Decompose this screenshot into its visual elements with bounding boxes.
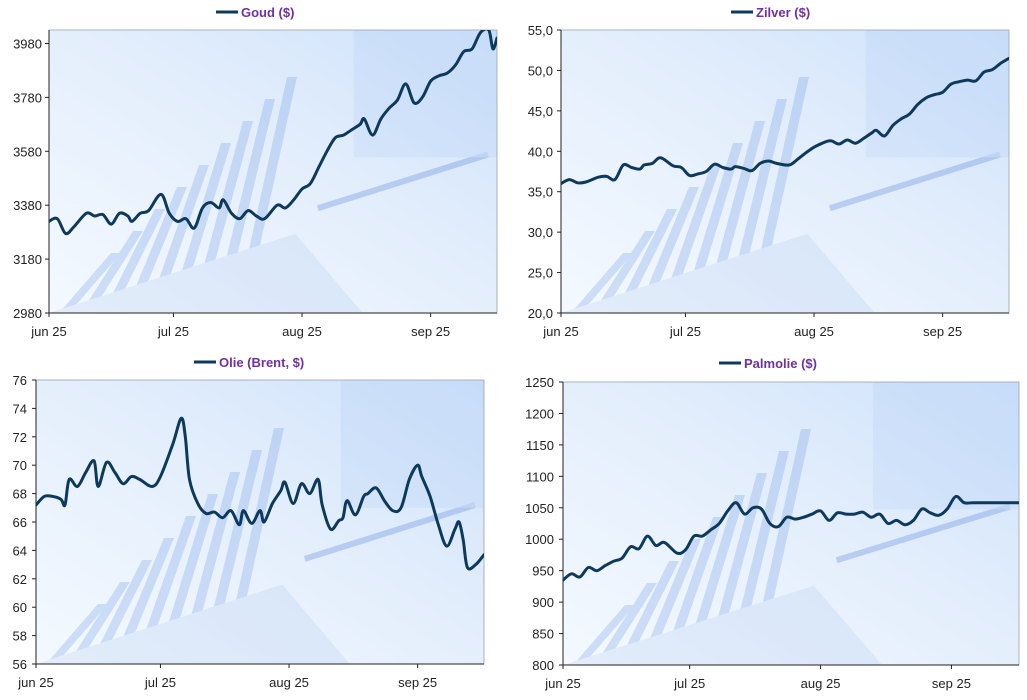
y-tick-label: 1100 [526, 469, 554, 484]
x-tick-label: jul 25 [669, 324, 701, 339]
x-tick-label: jul 25 [157, 324, 189, 339]
gold-chart-panel: 2980 3180 3380 3580 3780 3980 jun 25 jul 25 aug … [0, 0, 513, 347]
y-tick-label: 3780 [13, 90, 42, 105]
series-line [49, 30, 497, 236]
y-tick-label: 35,0 [528, 185, 553, 200]
chart-legend-label: Zilver ($) [756, 5, 810, 20]
y-tick-label: 1200 [525, 406, 554, 421]
y-tick-label: 950 [532, 564, 554, 579]
y-tick-label: 40,0 [528, 144, 553, 159]
y-tick-label: 76 [13, 373, 27, 388]
chart-legend: Palmolie ($) [719, 356, 817, 371]
chart-background [563, 382, 1019, 665]
x-tick-label: jun 25 [30, 324, 66, 339]
y-tick-label: 66 [13, 515, 27, 530]
x-tick-label: aug 25 [801, 676, 841, 691]
y-tick-label: 25,0 [528, 266, 553, 281]
x-tick-label: jun 25 [542, 324, 578, 339]
chart-background [49, 30, 497, 313]
y-tick-label: 50,0 [528, 63, 553, 78]
x-tick-label: sep 25 [932, 676, 971, 691]
y-tick-label: 55,0 [528, 23, 553, 38]
y-tick-label: 850 [532, 627, 554, 642]
x-tick-label: sep 25 [411, 324, 450, 339]
y-tick-label: 74 [13, 401, 27, 416]
x-tick-label: aug 25 [794, 324, 834, 339]
oil-chart-panel: 56 58 60 62 64 66 68 70 72 74 76 jun 25 jul 25 aug 25… [0, 347, 513, 695]
x-tick-label: aug 25 [269, 675, 309, 690]
silver-chart: 20,0 25,0 30,0 35,0 40,0 45,0 50,0 55,0 jun 25 ju… [528, 5, 1010, 339]
y-tick-label: 58 [13, 629, 27, 644]
x-tick-label: jul 25 [144, 675, 176, 690]
series-line [561, 56, 1009, 186]
y-tick-label: 1150 [526, 438, 554, 453]
y-tick-label: 72 [13, 430, 27, 445]
y-tick-label: 3380 [13, 198, 42, 213]
chart-background [36, 380, 484, 664]
chart-legend: Zilver ($) [731, 5, 810, 20]
y-tick-label: 64 [13, 543, 27, 558]
y-tick-label: 20,0 [528, 306, 553, 321]
y-tick-label: 45,0 [528, 104, 553, 119]
palm-oil-chart: 800 850 900 950 1000 1050 1100 1150 1200 1250 jun … [525, 356, 1020, 691]
x-tick-label: aug 25 [282, 324, 322, 339]
y-tick-label: 3180 [13, 252, 42, 267]
x-tick-label: jul 25 [673, 676, 705, 691]
chart-background [561, 30, 1009, 313]
y-tick-label: 1050 [525, 501, 554, 516]
y-tick-label: 900 [532, 595, 554, 610]
y-tick-label: 62 [13, 572, 27, 587]
y-tick-label: 70 [13, 458, 27, 473]
x-tick-label: sep 25 [923, 324, 962, 339]
chart-legend-label: Olie (Brent, $) [219, 355, 304, 370]
x-tick-label: sep 25 [398, 675, 437, 690]
silver-chart-panel: 20,0 25,0 30,0 35,0 40,0 45,0 50,0 55,0 jun 25 ju… [513, 0, 1027, 347]
y-tick-label: 3580 [13, 144, 42, 159]
chart-legend-label: Goud ($) [241, 5, 294, 20]
chart-legend-label: Palmolie ($) [744, 356, 817, 371]
y-tick-label: 1250 [525, 375, 554, 390]
y-tick-label: 30,0 [528, 225, 553, 240]
gold-chart: 2980 3180 3380 3580 3780 3980 jun 25 jul 25 aug … [13, 5, 498, 339]
chart-legend: Goud ($) [216, 5, 294, 20]
y-tick-label: 3980 [13, 36, 42, 51]
series-line [563, 494, 1019, 582]
y-tick-label: 60 [13, 600, 27, 615]
y-tick-label: 2980 [13, 306, 42, 321]
y-tick-label: 68 [13, 487, 27, 502]
y-tick-label: 56 [13, 657, 27, 672]
series-line [36, 416, 484, 571]
y-tick-label: 800 [532, 658, 554, 673]
x-tick-label: jun 25 [544, 676, 580, 691]
y-tick-label: 1000 [525, 532, 554, 547]
chart-legend: Olie (Brent, $) [194, 355, 304, 370]
oil-chart: 56 58 60 62 64 66 68 70 72 74 76 jun 25 jul 25 aug 25… [13, 355, 485, 690]
palm-oil-chart-panel: 800 850 900 950 1000 1050 1100 1150 1200 1250 jun … [513, 347, 1027, 695]
x-tick-label: jun 25 [17, 675, 53, 690]
